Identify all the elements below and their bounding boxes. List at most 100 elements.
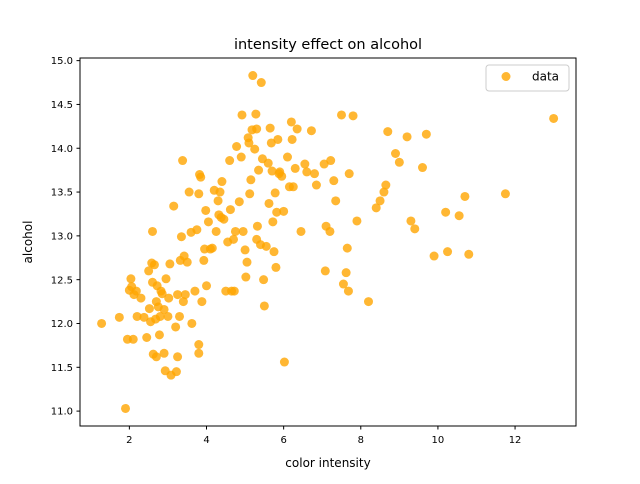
data-point	[279, 206, 289, 216]
data-point	[159, 304, 169, 314]
data-point	[139, 312, 149, 322]
data-point	[279, 357, 289, 367]
data-point	[148, 226, 158, 236]
data-point	[290, 163, 300, 173]
data-points	[97, 71, 559, 413]
y-tick-label: 13.5	[51, 188, 73, 199]
legend: data	[485, 64, 570, 92]
y-axis-label: alcohol	[21, 221, 35, 264]
data-point	[194, 340, 204, 350]
data-point	[352, 216, 362, 226]
data-point	[286, 117, 296, 127]
data-point	[265, 123, 275, 133]
data-point	[236, 152, 246, 162]
x-axis-ticks: 2 4 6 8 10 12	[126, 426, 521, 446]
data-point	[250, 144, 260, 154]
data-point	[325, 226, 335, 236]
data-point	[311, 180, 321, 190]
data-point	[341, 268, 351, 278]
data-point	[175, 311, 185, 321]
data-point	[242, 257, 252, 267]
data-point	[142, 333, 152, 342]
data-point	[460, 191, 470, 201]
data-point	[273, 134, 283, 144]
data-point	[202, 281, 212, 291]
data-point	[292, 124, 302, 134]
data-point	[331, 196, 341, 206]
data-point	[144, 304, 154, 314]
data-point	[176, 232, 186, 242]
data-point	[283, 152, 292, 162]
data-point	[237, 110, 247, 120]
data-point	[164, 293, 174, 303]
data-point	[252, 221, 262, 231]
y-tick-label: 14.5	[51, 100, 73, 111]
data-point	[256, 78, 266, 88]
data-point	[190, 286, 200, 296]
data-point	[180, 290, 190, 300]
data-point	[234, 197, 244, 207]
plot-frame	[79, 57, 577, 427]
data-point	[252, 124, 262, 134]
data-point	[300, 159, 310, 169]
data-point	[306, 126, 316, 136]
data-point	[213, 196, 223, 206]
data-point	[211, 226, 221, 236]
legend-marker	[501, 72, 511, 81]
data-point	[259, 275, 269, 285]
legend-label: data	[532, 70, 559, 84]
data-point	[194, 189, 204, 199]
legend-box	[485, 64, 570, 92]
data-point	[248, 71, 258, 81]
data-point	[182, 257, 192, 267]
data-point	[199, 255, 209, 265]
data-point	[161, 274, 171, 284]
data-point	[443, 247, 453, 257]
data-point	[187, 318, 197, 328]
data-point	[121, 403, 131, 413]
data-point	[159, 348, 169, 358]
data-point	[229, 286, 239, 296]
data-point	[245, 189, 255, 199]
data-point	[173, 290, 183, 300]
chart-title: intensity effect on alcohol	[234, 37, 422, 53]
data-point	[165, 259, 175, 269]
data-point	[391, 149, 400, 158]
data-point	[406, 216, 416, 226]
data-point	[271, 262, 281, 272]
data-point	[217, 177, 227, 187]
y-tick-label: 13.0	[51, 231, 73, 242]
y-tick-label: 15.0	[51, 56, 73, 67]
data-point	[194, 348, 204, 358]
data-point	[241, 272, 251, 282]
x-tick-label: 4	[203, 435, 209, 446]
x-tick-label: 12	[509, 435, 522, 446]
data-point	[296, 226, 306, 236]
data-point	[178, 297, 188, 307]
data-point	[238, 226, 248, 236]
data-point	[329, 176, 339, 186]
data-point	[277, 171, 287, 181]
data-point	[246, 175, 256, 185]
data-point	[254, 165, 264, 175]
y-axis-ticks: 11.0 11.5 12.0 12.5 13.0 13.5 14.0 14.5 15.0	[51, 56, 80, 418]
data-point	[441, 207, 451, 217]
data-point	[196, 172, 206, 182]
data-point	[244, 138, 254, 148]
data-point	[381, 180, 391, 190]
data-point	[371, 203, 381, 213]
data-point	[155, 311, 165, 321]
data-point	[270, 188, 280, 198]
data-point	[269, 247, 279, 257]
data-point	[229, 234, 239, 244]
data-point	[454, 211, 464, 221]
data-point	[268, 217, 278, 227]
data-point	[207, 243, 217, 253]
data-point	[215, 187, 225, 197]
data-point	[342, 243, 352, 253]
data-point	[500, 189, 510, 199]
data-point	[225, 205, 235, 215]
x-tick-label: 8	[358, 435, 364, 446]
data-point	[338, 279, 348, 289]
